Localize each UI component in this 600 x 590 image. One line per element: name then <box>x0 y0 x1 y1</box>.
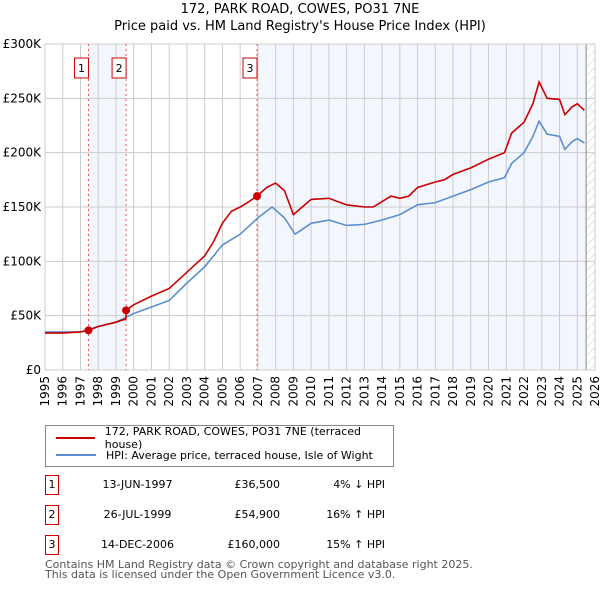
sale-hpi: 15% ↑ HPI <box>326 538 385 551</box>
x-tick-label: 2025 <box>570 376 584 407</box>
x-tick-label: 2007 <box>251 376 265 407</box>
sale-date: 26-JUL-1999 <box>103 508 172 521</box>
legend-swatch-red <box>56 437 95 439</box>
sale-price: £160,000 <box>227 538 281 551</box>
plot-border <box>44 43 596 371</box>
legend: 172, PARK ROAD, COWES, PO31 7NE (terrace… <box>45 425 394 467</box>
x-tick-label: 2026 <box>588 376 600 407</box>
x-tick-label: 2021 <box>499 376 513 407</box>
sale-date: 14-DEC-2006 <box>100 538 175 551</box>
sale-point <box>122 306 131 315</box>
sale-hpi: 4% ↓ HPI <box>333 478 385 491</box>
sale-row: 1 13-JUN-1997 £36,500 4% ↓ HPI <box>45 475 385 495</box>
x-tick-label: 2010 <box>304 376 318 407</box>
sale-price: £36,500 <box>234 478 281 491</box>
y-tick-label: £250K <box>3 91 43 105</box>
x-tick-label: 2008 <box>269 376 283 407</box>
sale-hpi: 16% ↑ HPI <box>326 508 385 521</box>
x-tick-label: 2017 <box>428 376 442 407</box>
footer-line: This data is licensed under the Open Gov… <box>45 568 396 581</box>
x-tick-label: 2016 <box>411 376 425 407</box>
sale-marker-label: 1 <box>45 475 59 495</box>
x-tick-label: 1995 <box>38 376 52 407</box>
x-tick-label: 2005 <box>215 376 229 407</box>
x-tick-label: 2022 <box>517 376 531 407</box>
x-tick-label: 2006 <box>233 376 247 407</box>
x-tick-label: 2015 <box>393 376 407 407</box>
sale-row: 2 26-JUL-1999 £54,900 16% ↑ HPI <box>45 505 385 525</box>
sale-box <box>111 57 127 79</box>
x-tick-label: 1999 <box>109 376 123 407</box>
sale-row: 3 14-DEC-2006 £160,000 15% ↑ HPI <box>45 535 385 555</box>
sale-marker-label: 3 <box>45 535 59 555</box>
x-tick-label: 2014 <box>375 376 389 407</box>
x-tick-label: 2018 <box>446 376 460 407</box>
x-tick-label: 1997 <box>73 376 87 407</box>
x-tick-label: 2019 <box>464 376 478 407</box>
sale-box-label: 2 <box>116 62 123 75</box>
legend-swatch-blue <box>56 454 96 456</box>
x-tick-label: 2011 <box>322 376 336 407</box>
x-tick-label: 2013 <box>357 376 371 407</box>
series-line <box>45 119 585 333</box>
sale-point <box>84 326 93 335</box>
x-tick-label: 2004 <box>198 376 212 407</box>
sale-box <box>73 57 89 79</box>
chart-subtitle: Price paid vs. HM Land Registry's House … <box>114 19 486 34</box>
sale-marker-label: 2 <box>45 505 59 525</box>
series-line <box>45 79 585 334</box>
sale-box-label: 3 <box>247 62 254 75</box>
y-tick-label: £200K <box>3 146 43 160</box>
x-tick-label: 2012 <box>340 376 354 407</box>
y-tick-label: £100K <box>3 254 43 268</box>
x-tick-label: 2009 <box>286 376 300 407</box>
sale-box <box>242 57 258 79</box>
legend-label-hpi: HPI: Average price, terraced house, Isle… <box>106 448 373 462</box>
x-tick-label: 2020 <box>482 376 496 407</box>
sale-price: £54,900 <box>234 508 281 521</box>
sale-point <box>253 192 262 201</box>
x-tick-label: 2000 <box>127 376 141 407</box>
plot-area: 1995 1996 1997 1998 1999 2000 2001 2002 2003 2004… <box>3 37 600 407</box>
sale-box-label: 1 <box>78 62 85 75</box>
y-tick-label: £50K <box>10 309 42 323</box>
chart-title: 172, PARK ROAD, COWES, PO31 7NE <box>180 2 420 17</box>
x-tick-label: 1998 <box>91 376 105 407</box>
y-tick-label: £0 <box>26 363 41 377</box>
footer-line: Contains HM Land Registry data © Crown c… <box>45 558 473 571</box>
x-tick-label: 2001 <box>144 376 158 407</box>
x-tick-label: 2024 <box>553 376 567 407</box>
footer: Contains HM Land Registry data © Crown c… <box>45 558 473 581</box>
x-tick-label: 1996 <box>56 376 70 407</box>
legend-label-property: 172, PARK ROAD, COWES, PO31 7NE (terrace… <box>104 425 362 451</box>
x-tick-label: 2002 <box>162 376 176 407</box>
y-tick-label: £150K <box>3 200 43 214</box>
y-tick-label: £300K <box>3 37 43 51</box>
x-tick-label: 2003 <box>180 376 194 407</box>
x-tick-label: 2023 <box>535 376 549 407</box>
sale-date: 13-JUN-1997 <box>102 478 173 491</box>
